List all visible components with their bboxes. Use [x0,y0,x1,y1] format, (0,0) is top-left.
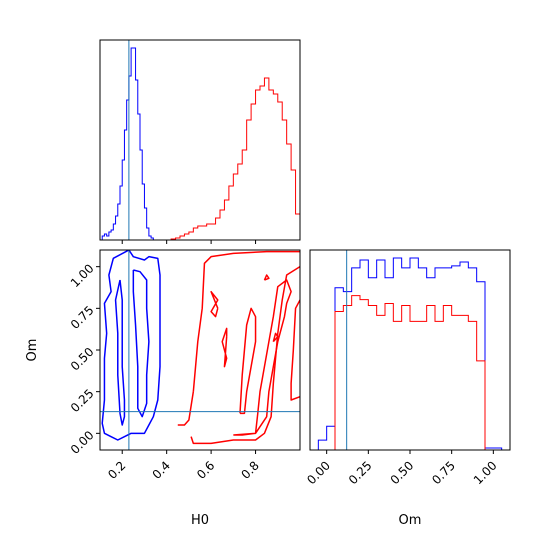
contour-series-1-2 [190,266,300,445]
contour-series-0-0 [101,250,161,441]
contour-series-1-1 [177,391,195,426]
joint-ytick-label-0: 0.00 [68,428,97,457]
h0-marginal-frame [99,39,301,241]
contour-series-1-3 [210,290,219,318]
joint-xtick-label-3: 0.8 [238,458,261,481]
contour-series-1-5 [233,279,292,436]
x-axis-label-h0: H0 [191,513,209,528]
om-marginal-xtick-label-2: 0.50 [388,458,417,487]
contour-series-1-7 [272,332,279,343]
joint-xtick-label-2: 0.6 [194,458,217,481]
x-axis-label-om: Om [399,513,422,528]
y-axis-label-om: Om [25,339,40,362]
joint-panel: 0.2 0.4 0.6 0.8 0.00 0.25 0.50 0.75 1.00 [68,249,301,482]
contour-series-1-8 [263,274,270,281]
om-hist-series-1 [310,295,510,450]
om-marginal-panel: 0.00 0.25 0.50 0.75 1.00 [304,249,511,487]
h0-marginal-data [100,47,300,240]
contour-series-1-0 [192,250,300,392]
joint-xtick-label-0: 0.2 [105,458,128,481]
joint-ytick-label-2: 0.50 [68,345,97,374]
om-marginal-xtick-label-1: 0.25 [346,458,375,487]
joint-contours [101,250,300,445]
om-marginal-data [310,257,510,450]
contour-series-0-2 [132,269,150,418]
contour-series-0-1 [114,279,126,426]
contour-series-1-9 [290,299,300,401]
om-marginal-xtick-label-3: 0.75 [429,458,458,487]
om-hist-series-0 [310,257,510,450]
h0-marginal-ticks [121,240,257,244]
om-marginal-xtick-label-0: 0.00 [304,458,333,487]
joint-ytick-label-3: 0.75 [68,303,97,332]
joint-ytick-label-1: 0.25 [68,386,97,415]
joint-ytick-label-4: 1.00 [68,261,97,290]
h0-hist-series-0 [100,47,163,240]
joint-xtick-label-1: 0.4 [150,458,173,481]
h0-marginal-panel [99,39,301,244]
contour-series-1-4 [221,327,228,368]
joint-ticks: 0.2 0.4 0.6 0.8 0.00 0.25 0.50 0.75 1.00 [68,261,262,481]
contour-series-1-6 [239,307,257,415]
h0-hist-series-1 [166,77,300,240]
om-marginal-frame [309,249,511,451]
om-marginal-ticks: 0.00 0.25 0.50 0.75 1.00 [304,450,500,487]
om-marginal-xtick-label-4: 1.00 [471,458,500,487]
